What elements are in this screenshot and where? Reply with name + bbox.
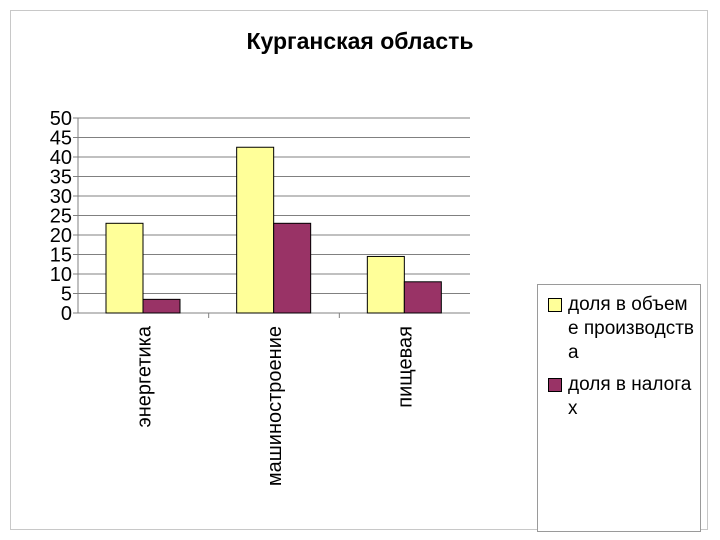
legend: доля в объеме производства доля в налога…	[537, 284, 701, 532]
x-tick-label: энергетика	[133, 325, 155, 427]
legend-item-taxes: доля в налогах	[548, 373, 696, 421]
bar-taxes	[273, 222, 312, 314]
y-tick-label: 35	[50, 167, 72, 189]
y-tick-label: 25	[50, 206, 72, 228]
y-tick-label: 0	[61, 303, 72, 325]
y-tick-label: 50	[50, 108, 72, 130]
x-tick-label: пищевая	[395, 326, 417, 408]
x-tick-labels: энергетика машиностроение пищевая	[133, 325, 416, 486]
bars	[105, 146, 442, 314]
bar-taxes	[403, 281, 442, 314]
legend-item-production: доля в объеме производства	[548, 293, 696, 365]
legend-label-production: доля в объеме производства	[568, 294, 695, 363]
y-tick-label: 5	[61, 284, 72, 306]
legend-label-taxes: доля в налогах	[568, 374, 692, 419]
chart-title: Курганская область	[246, 28, 474, 54]
y-tick-label: 30	[50, 186, 72, 208]
bar-production	[236, 146, 275, 314]
legend-swatch-production	[548, 298, 562, 312]
y-tick-label: 45	[50, 128, 72, 150]
legend-swatch-taxes	[548, 378, 562, 392]
x-tick-label: машиностроение	[264, 326, 286, 486]
bar-taxes	[142, 298, 181, 314]
bar-production	[105, 222, 144, 314]
y-tick-label: 10	[50, 264, 72, 286]
bar-production	[366, 255, 405, 314]
y-tick-label: 20	[50, 225, 72, 247]
y-tick-label: 40	[50, 147, 72, 169]
y-tick-label: 15	[50, 245, 72, 267]
